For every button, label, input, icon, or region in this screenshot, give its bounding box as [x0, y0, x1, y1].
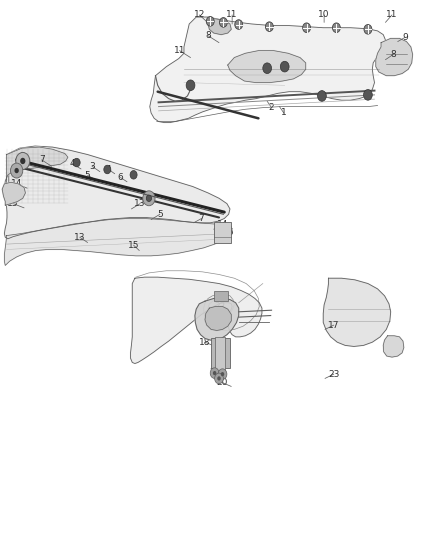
Text: 16: 16	[223, 229, 234, 237]
Circle shape	[263, 63, 272, 74]
Circle shape	[332, 23, 340, 33]
Text: 4: 4	[70, 159, 75, 168]
Text: 10: 10	[318, 11, 330, 19]
Text: 25: 25	[204, 316, 215, 324]
Polygon shape	[150, 17, 385, 123]
Text: 5: 5	[157, 210, 163, 219]
Circle shape	[213, 371, 216, 375]
Circle shape	[218, 369, 227, 379]
Text: 9: 9	[402, 33, 408, 42]
Bar	[214, 291, 228, 301]
Circle shape	[219, 18, 227, 27]
Text: 5: 5	[85, 171, 91, 180]
Text: 17: 17	[328, 321, 339, 329]
Circle shape	[280, 61, 289, 72]
Text: 8: 8	[205, 31, 211, 40]
Text: 21: 21	[210, 368, 221, 376]
Polygon shape	[2, 182, 25, 205]
Text: 15: 15	[128, 241, 139, 249]
Text: 7: 7	[39, 156, 45, 164]
Circle shape	[265, 22, 273, 31]
Polygon shape	[205, 306, 231, 330]
Circle shape	[16, 152, 30, 169]
Polygon shape	[4, 147, 68, 203]
Polygon shape	[4, 219, 232, 265]
Circle shape	[11, 163, 23, 178]
Text: 11: 11	[226, 11, 238, 19]
Text: 11: 11	[174, 46, 185, 55]
Text: 13: 13	[74, 233, 85, 241]
Circle shape	[206, 17, 214, 26]
Text: 14: 14	[217, 221, 228, 229]
Text: 18: 18	[199, 338, 211, 346]
Polygon shape	[131, 277, 262, 364]
Text: 6: 6	[117, 173, 124, 182]
Circle shape	[235, 20, 243, 29]
Circle shape	[146, 195, 152, 201]
Bar	[214, 222, 231, 243]
Circle shape	[364, 90, 372, 100]
Circle shape	[217, 376, 221, 381]
Polygon shape	[228, 51, 306, 83]
Polygon shape	[195, 298, 239, 340]
Circle shape	[186, 80, 195, 91]
Text: 15: 15	[7, 199, 19, 208]
Circle shape	[104, 165, 111, 174]
Polygon shape	[4, 146, 230, 239]
Text: 22: 22	[214, 302, 226, 311]
Text: 13: 13	[134, 199, 146, 208]
Polygon shape	[208, 19, 231, 35]
Bar	[211, 338, 230, 368]
Circle shape	[221, 372, 224, 376]
Circle shape	[143, 191, 155, 206]
Circle shape	[364, 25, 372, 34]
Circle shape	[73, 158, 80, 167]
Bar	[215, 337, 225, 372]
Circle shape	[210, 368, 219, 378]
Polygon shape	[323, 278, 391, 346]
Circle shape	[215, 373, 223, 384]
Text: 4: 4	[106, 165, 111, 174]
Text: 14: 14	[11, 180, 22, 188]
Text: 8: 8	[390, 50, 396, 59]
Circle shape	[318, 91, 326, 101]
Circle shape	[303, 23, 311, 33]
Polygon shape	[383, 336, 404, 357]
Circle shape	[20, 158, 25, 164]
Polygon shape	[376, 38, 413, 76]
Text: 1: 1	[281, 109, 287, 117]
Circle shape	[14, 168, 19, 173]
Text: 2: 2	[269, 103, 274, 112]
Text: 3: 3	[89, 162, 95, 171]
Text: 20: 20	[217, 378, 228, 387]
Text: 12: 12	[194, 11, 205, 19]
Text: 23: 23	[328, 370, 339, 378]
Circle shape	[130, 171, 137, 179]
Text: 11: 11	[386, 11, 398, 19]
Text: 7: 7	[198, 214, 205, 223]
